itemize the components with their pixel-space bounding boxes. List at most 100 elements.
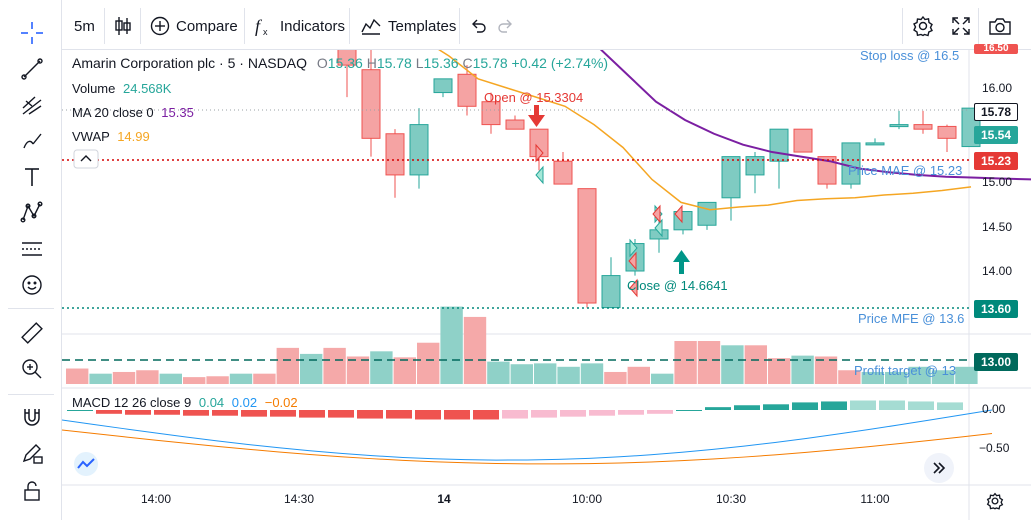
change-value: +0.42 (+2.74%) [511, 55, 609, 71]
time-label: 14 [437, 492, 451, 506]
emoji-icon[interactable] [11, 268, 53, 302]
volume-bar [955, 366, 978, 384]
time-label: 14:30 [283, 492, 315, 506]
redo-button[interactable] [497, 9, 521, 43]
macd-tick: −0.50 [979, 441, 1010, 455]
volume-bar [814, 356, 838, 384]
macd-histogram-bar [357, 410, 383, 419]
crosshair-icon[interactable] [11, 16, 53, 50]
candle-body [481, 101, 501, 126]
candle-body [745, 156, 765, 176]
macd-histogram-bar [618, 410, 644, 415]
price-tick: 15.00 [982, 175, 1013, 189]
macd-histogram-bar [850, 400, 876, 410]
macd-histogram-bar [647, 410, 673, 414]
macd-histogram-bar [792, 402, 818, 410]
candle-body [793, 128, 813, 153]
macd-histogram-bar [879, 400, 905, 410]
macd-histogram-bar [821, 401, 847, 410]
lock-pencil-icon[interactable] [11, 436, 53, 470]
snapshot-button[interactable] [988, 9, 1018, 43]
macd-histogram-bar [734, 405, 760, 410]
fullscreen-button[interactable] [950, 9, 978, 43]
trend-line-icon[interactable] [11, 52, 53, 86]
macd-histogram-bar [589, 410, 615, 416]
macd-histogram-bar [908, 401, 934, 410]
price-mfe-annotation: Price MFE @ 13.6 [858, 311, 965, 326]
candle-body [601, 275, 621, 309]
mfe-price-label: 13.60 [974, 300, 1018, 318]
redo-icon [498, 19, 512, 33]
fib-retracement-icon[interactable] [11, 88, 53, 122]
macd-histogram-bar [763, 404, 789, 410]
volume-bar [136, 370, 159, 384]
volume-bar [885, 371, 908, 384]
close-annotation: Close @ 14.6641 [627, 278, 728, 293]
candles-icon [115, 17, 131, 35]
macd-histogram-bar [937, 402, 963, 410]
axis-settings-button[interactable] [984, 490, 1006, 512]
symbol-legend: Amarin Corporation plc · 5 · NASDAQ O15.… [72, 55, 609, 71]
mae-price-label: 15.23 [974, 152, 1018, 170]
volume-bar [323, 347, 346, 384]
macd-histogram-bar [67, 410, 93, 411]
scroll-to-realtime-button[interactable] [924, 453, 954, 483]
volume-bar [229, 373, 253, 384]
gear-icon [986, 492, 1004, 510]
candle-body [817, 156, 837, 185]
volume-bar [393, 357, 416, 384]
text-icon[interactable] [11, 160, 53, 194]
compare-label: Compare [176, 17, 238, 35]
pattern-icon[interactable] [11, 196, 53, 230]
undo-button[interactable] [469, 9, 493, 43]
chart-logo-icon[interactable] [72, 450, 100, 478]
volume-bar [697, 341, 721, 384]
chevron-double-right-icon [933, 462, 946, 474]
ma-line [438, 50, 972, 211]
brush-icon[interactable] [11, 124, 53, 158]
macd-histogram-bar [676, 410, 702, 411]
open-value: 15.36 [327, 55, 363, 71]
prediction-icon[interactable] [11, 232, 53, 266]
macd-histogram-bar [444, 410, 470, 420]
ma-legend: MA 20 close 0 15.35 [72, 105, 194, 120]
volume-bar [744, 345, 767, 384]
volume-bar [112, 371, 136, 384]
chart-type-button[interactable] [114, 9, 138, 43]
volume-bar [346, 356, 370, 384]
signal-line [62, 429, 993, 465]
volume-bar [253, 373, 276, 384]
interval-button[interactable]: 5m [74, 17, 95, 35]
lock-icon[interactable] [11, 474, 53, 508]
magnet-icon[interactable] [11, 400, 53, 434]
candle-body [721, 156, 741, 199]
price-tick: 14.00 [982, 264, 1013, 278]
settings-button[interactable] [912, 9, 940, 43]
time-label: 10:30 [715, 492, 747, 506]
volume-bar [487, 361, 510, 384]
macd-histogram-bar [212, 410, 238, 416]
chart-canvas[interactable] [62, 50, 1031, 520]
zoom-in-icon[interactable] [11, 352, 53, 386]
volume-bar [838, 370, 861, 384]
macd-histogram-bar [531, 410, 557, 418]
volume-bar [89, 373, 112, 384]
volume-bar [861, 371, 884, 384]
gear-icon [913, 15, 933, 37]
stop-loss-annotation: Stop loss @ 16.5 [860, 48, 960, 63]
compare-button[interactable]: Compare [150, 9, 238, 43]
candle-body [409, 124, 429, 176]
macd-line [62, 409, 993, 461]
stop-loss-price-label: 16.50 [974, 44, 1018, 54]
time-label: 10:00 [571, 492, 603, 506]
legend-collapse-button[interactable] [73, 149, 99, 169]
ruler-icon[interactable] [11, 316, 53, 350]
templates-button[interactable]: Templates [360, 9, 456, 43]
candle-body [937, 125, 957, 139]
chart-pane[interactable]: Amarin Corporation plc · 5 · NASDAQ O15.… [62, 44, 1031, 520]
price-tick: 14.50 [982, 220, 1013, 234]
volume-bar [674, 341, 697, 384]
